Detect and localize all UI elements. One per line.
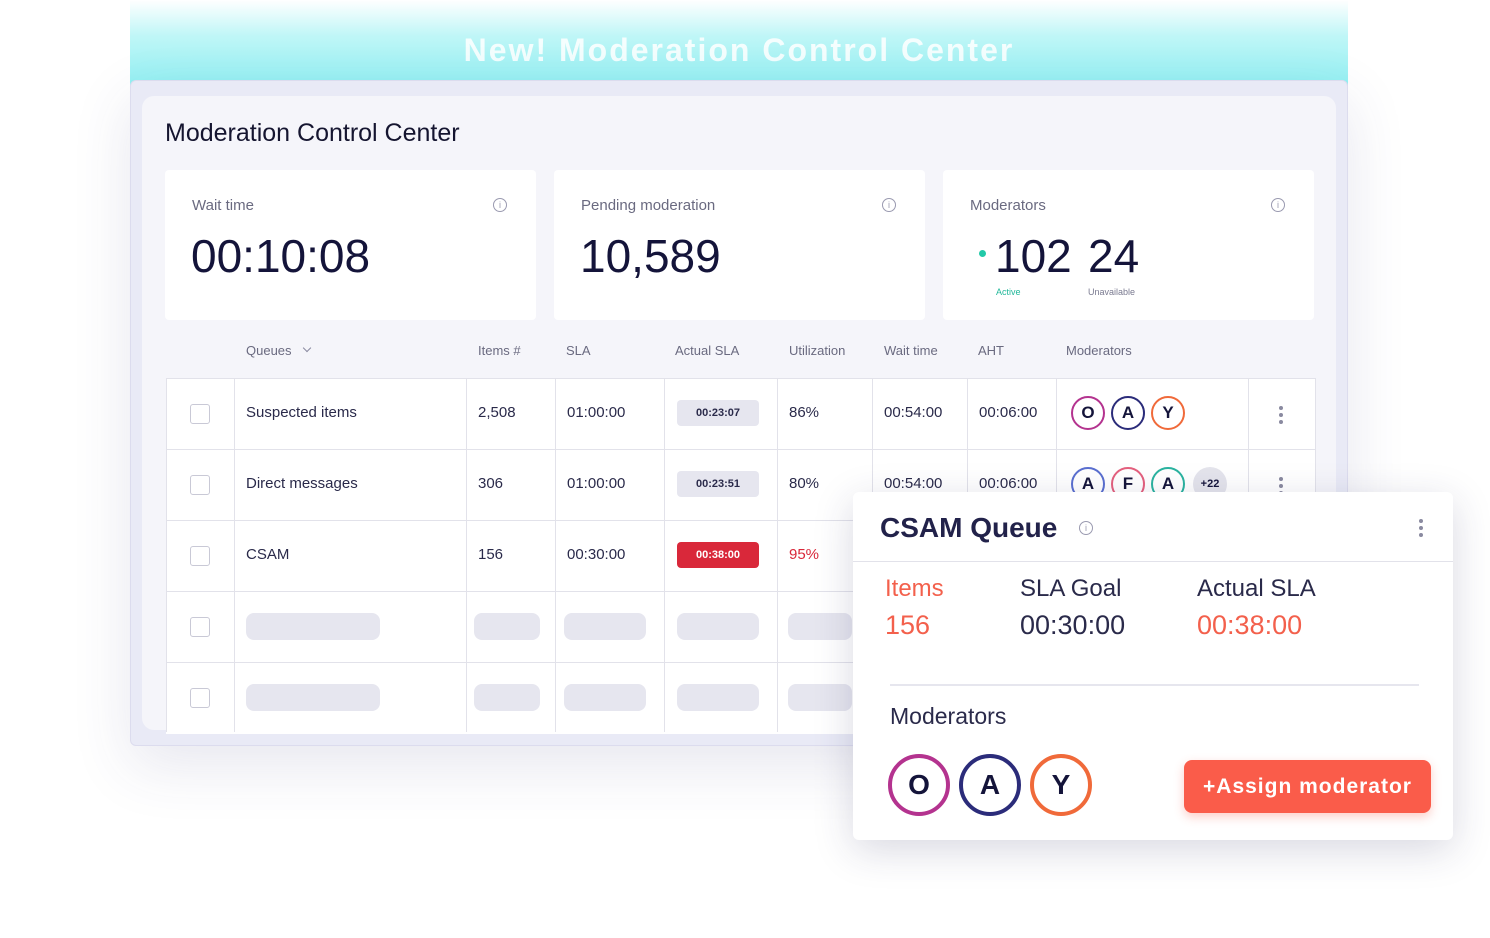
skeleton: [246, 684, 380, 711]
actual-sla-badge: 00:23:51: [677, 471, 759, 497]
sla: 00:30:00: [567, 546, 626, 563]
queue-name[interactable]: CSAM: [246, 546, 290, 563]
info-icon[interactable]: i: [882, 198, 896, 212]
skeleton: [564, 613, 646, 640]
column-header: Items #: [478, 343, 521, 358]
avatar: O: [1071, 396, 1105, 430]
stat-label: Wait time: [192, 197, 254, 214]
aht: 00:06:00: [979, 475, 1038, 492]
sla: 01:00:00: [567, 475, 626, 492]
column-header[interactable]: Queues: [246, 343, 292, 358]
column-header: SLA: [566, 343, 591, 358]
skeleton: [788, 613, 852, 640]
utilization: 95%: [789, 546, 820, 563]
row-checkbox[interactable]: [190, 617, 210, 637]
avatar: Y: [1030, 754, 1092, 816]
active-label: Active: [996, 287, 1021, 297]
row-checkbox[interactable]: [190, 404, 210, 424]
metric-value: 00:30:00: [1020, 610, 1126, 640]
divider: [890, 684, 1419, 686]
row-checkbox[interactable]: [190, 475, 210, 495]
column-divider: [664, 378, 665, 732]
table-edge: [166, 378, 167, 732]
queue-name[interactable]: Suspected items: [246, 404, 357, 421]
assign-button[interactable]: +Assign moderator: [1184, 760, 1431, 813]
actual-sla-badge: 00:38:00: [677, 542, 759, 568]
info-icon[interactable]: i: [1271, 198, 1285, 212]
column-header: AHT: [978, 343, 1004, 358]
unavailable-count: 24: [1088, 230, 1140, 282]
avatar: Y: [1151, 396, 1185, 430]
avatar: A: [959, 754, 1021, 816]
items-count: 306: [478, 475, 504, 492]
sla: 01:00:00: [567, 404, 626, 421]
items-count: 2,508: [478, 404, 516, 421]
column-header: Utilization: [789, 343, 846, 358]
row-checkbox[interactable]: [190, 688, 210, 708]
info-icon[interactable]: i: [1079, 521, 1093, 535]
column-divider: [555, 378, 556, 732]
unavailable-label: Unavailable: [1088, 287, 1136, 297]
info-icon[interactable]: i: [493, 198, 507, 212]
avatar: O: [888, 754, 950, 816]
column-header: Actual SLA: [675, 343, 740, 358]
stat-value: 10,589: [580, 230, 721, 282]
banner: [130, 0, 1348, 90]
skeleton: [246, 613, 380, 640]
skeleton: [788, 684, 852, 711]
skeleton: [474, 613, 540, 640]
popup-moderators-label: Moderators: [890, 703, 1007, 729]
wait-time: 00:54:00: [884, 475, 943, 492]
metric-label: Items: [885, 575, 944, 602]
skeleton: [474, 684, 540, 711]
stat-card: [165, 170, 536, 320]
stat-label: Pending moderation: [581, 197, 716, 214]
metric-value: 00:38:00: [1197, 610, 1303, 640]
skeleton: [677, 684, 759, 711]
active-dot: [979, 250, 986, 257]
actual-sla-badge: 00:23:07: [677, 400, 759, 426]
aht: 00:06:00: [979, 404, 1038, 421]
utilization: 86%: [789, 404, 820, 421]
dashboard-title: Moderation Control Center: [165, 119, 460, 147]
skeleton: [677, 613, 759, 640]
column-divider: [466, 378, 467, 732]
row-menu[interactable]: [1279, 406, 1283, 427]
column-divider: [234, 378, 235, 732]
active-count: 102: [995, 230, 1072, 282]
metric-label: Actual SLA: [1197, 575, 1316, 602]
row-checkbox[interactable]: [190, 546, 210, 566]
divider: [853, 561, 1453, 562]
stat-card: [554, 170, 925, 320]
stat-value: 00:10:08: [191, 230, 371, 282]
stat-card: [943, 170, 1314, 320]
popup-title: CSAM Queue: [880, 512, 1058, 543]
popup-menu[interactable]: [1419, 519, 1423, 540]
avatar: A: [1111, 396, 1145, 430]
utilization: 80%: [789, 475, 820, 492]
metric-value: 156: [885, 610, 931, 640]
skeleton: [564, 684, 646, 711]
column-divider: [777, 378, 778, 732]
metric-label: SLA Goal: [1020, 575, 1122, 602]
banner-text: New! Moderation Control Center: [463, 32, 1015, 68]
column-header: Wait time: [884, 343, 938, 358]
stat-label: Moderators: [970, 197, 1046, 214]
column-header: Moderators: [1066, 343, 1132, 358]
items-count: 156: [478, 546, 504, 563]
queue-name[interactable]: Direct messages: [246, 475, 358, 492]
wait-time: 00:54:00: [884, 404, 943, 421]
